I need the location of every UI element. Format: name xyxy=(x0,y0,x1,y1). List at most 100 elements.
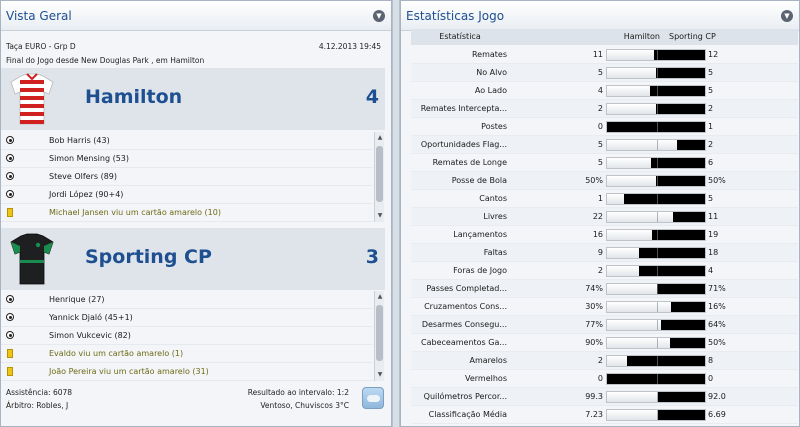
event-row: João Pereira viu um cartão amarelo (31) xyxy=(1,363,373,381)
stat-away-value: 0 xyxy=(708,374,714,383)
attendance: Assistência: 6078 xyxy=(6,388,73,397)
stat-midline xyxy=(657,410,658,420)
home-team-name[interactable]: Hamilton xyxy=(85,86,183,108)
stats-title: Estatísticas Jogo xyxy=(406,9,505,23)
event-text: Michael Jansen viu um cartão amarelo (10… xyxy=(49,208,221,217)
stat-comparison-bar xyxy=(606,157,706,169)
stats-header: Estatísticas Jogo ▼ xyxy=(401,1,799,31)
stat-away-fill xyxy=(670,302,705,312)
stat-away-fill xyxy=(639,266,705,276)
stat-midline xyxy=(657,122,658,132)
stats-panel: Estatísticas Jogo ▼ Estatística Hamilton… xyxy=(400,0,800,427)
stat-label: Quilómetros Percor... xyxy=(423,392,507,401)
stat-row: Quilómetros Percor... 99.3 92.0 xyxy=(411,388,798,406)
stat-home-value: 1 xyxy=(597,194,603,203)
stat-midline xyxy=(657,266,658,276)
stat-midline xyxy=(657,194,658,204)
stat-comparison-bar xyxy=(606,391,706,403)
stat-row: Desarmes Consegu... 77% 64% xyxy=(411,316,798,334)
stat-row: Livres 22 11 xyxy=(411,208,798,226)
overview-title: Vista Geral xyxy=(6,9,72,23)
stat-label: Cruzamentos Cons... xyxy=(424,302,507,311)
stat-home-value: 22 xyxy=(592,212,603,221)
panel-divider[interactable] xyxy=(392,0,400,427)
scroll-thumb[interactable] xyxy=(376,305,383,361)
stat-away-fill xyxy=(656,284,705,294)
stat-home-value: 2 xyxy=(597,104,603,113)
competition-label: Taça EURO - Grp D xyxy=(6,42,76,51)
stat-away-fill xyxy=(626,356,705,366)
stat-comparison-bar xyxy=(606,175,706,187)
away-team-name[interactable]: Sporting CP xyxy=(85,246,212,268)
panel-menu-icon[interactable]: ▼ xyxy=(373,10,385,22)
stat-row: Cantos 1 5 xyxy=(411,190,798,208)
stat-label: Remates Intercepta... xyxy=(420,104,507,113)
stat-home-value: 99.3 xyxy=(585,392,603,401)
event-row: Steve Olfers (89) xyxy=(1,168,373,186)
event-text: Simon Mensing (53) xyxy=(49,154,129,163)
stat-home-value: 77% xyxy=(585,320,603,329)
stat-midline xyxy=(657,356,658,366)
stat-away-value: 71% xyxy=(708,284,726,293)
stats-column-header: Estatística Hamilton Sporting CP xyxy=(411,29,798,45)
stat-away-value: 6.69 xyxy=(708,410,726,419)
home-kit-icon xyxy=(10,73,54,125)
stat-label: Livres xyxy=(483,212,507,221)
stat-home-value: 11 xyxy=(592,50,603,59)
stat-comparison-bar xyxy=(606,139,706,151)
away-events-scrollbar[interactable]: ▲ ▼ xyxy=(374,291,384,381)
stat-comparison-bar xyxy=(606,373,706,385)
stat-midline xyxy=(657,302,658,312)
stat-label: Passes Completad... xyxy=(426,284,507,293)
stat-home-value: 0 xyxy=(597,122,603,131)
stat-midline xyxy=(657,374,658,384)
stat-home-value: 7.23 xyxy=(585,410,603,419)
stat-home-value: 4 xyxy=(597,86,603,95)
stat-home-value: 5 xyxy=(597,140,603,149)
stat-away-value: 92.0 xyxy=(708,392,726,401)
overview-header: Vista Geral ▼ xyxy=(1,1,391,31)
stat-home-value: 2 xyxy=(597,266,603,275)
event-row: Henrique (27) xyxy=(1,291,373,309)
stat-row: Remates de Longe 5 6 xyxy=(411,154,798,172)
stat-row: Posse de Bola 50% 50% xyxy=(411,172,798,190)
stat-midline xyxy=(657,284,658,294)
event-text: Henrique (27) xyxy=(49,295,105,304)
event-row: Michael Jansen viu um cartão amarelo (10… xyxy=(1,204,373,222)
event-text: Yannick Djaló (45+1) xyxy=(49,313,133,322)
stat-label: Remates de Longe xyxy=(432,158,507,167)
stat-away-fill xyxy=(657,410,705,420)
stat-comparison-bar xyxy=(606,337,706,349)
stat-away-fill xyxy=(652,230,705,240)
stat-row: Amarelos 2 8 xyxy=(411,352,798,370)
panel-menu-icon[interactable]: ▼ xyxy=(781,10,793,22)
event-text: Jordi López (90+4) xyxy=(49,190,124,199)
stat-away-fill xyxy=(669,338,705,348)
stat-row: Cruzamentos Cons... 30% 16% xyxy=(411,298,798,316)
stat-row: Foras de Jogo 2 4 xyxy=(411,262,798,280)
halftime-result: Resultado ao intervalo: 1:2 xyxy=(247,388,349,397)
home-team-bar: Hamilton 4 xyxy=(1,68,385,130)
stat-midline xyxy=(657,140,658,150)
event-text: João Pereira viu um cartão amarelo (31) xyxy=(49,367,209,376)
stat-row: Remates Intercepta... 2 2 xyxy=(411,100,798,118)
stat-midline xyxy=(657,248,658,258)
scroll-up-icon[interactable]: ▲ xyxy=(377,134,383,141)
stat-row: No Alvo 5 5 xyxy=(411,64,798,82)
stat-away-value: 12 xyxy=(708,50,719,59)
stat-home-value: 5 xyxy=(597,68,603,77)
scroll-down-icon[interactable]: ▼ xyxy=(377,371,383,378)
event-text: Simon Vukcevic (82) xyxy=(49,331,131,340)
stat-comparison-bar xyxy=(606,301,706,313)
scroll-down-icon[interactable]: ▼ xyxy=(377,212,383,219)
stat-comparison-bar xyxy=(606,49,706,61)
stat-home-value: 50% xyxy=(585,176,603,185)
home-events-scrollbar[interactable]: ▲ ▼ xyxy=(374,132,384,222)
away-column-label: Sporting CP xyxy=(669,32,716,41)
stat-midline xyxy=(657,158,658,168)
match-status: Final do Jogo desde New Douglas Park , e… xyxy=(6,56,205,65)
scroll-up-icon[interactable]: ▲ xyxy=(377,293,383,300)
stat-away-fill xyxy=(651,158,705,168)
event-row: Bob Harris (43) xyxy=(1,132,373,150)
scroll-thumb[interactable] xyxy=(376,146,383,202)
